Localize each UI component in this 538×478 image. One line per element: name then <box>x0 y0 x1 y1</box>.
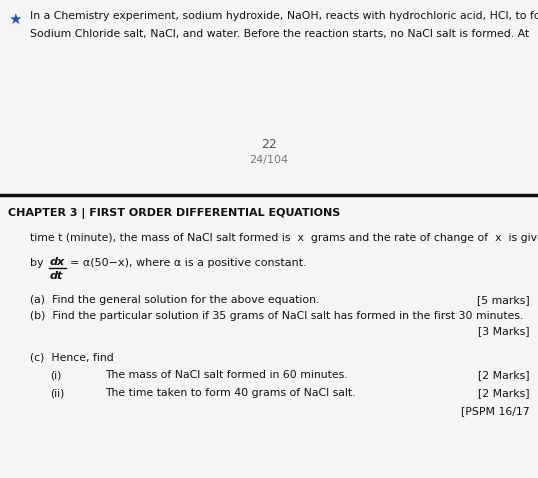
Text: (i): (i) <box>50 370 61 380</box>
Text: [5 marks]: [5 marks] <box>477 295 530 305</box>
Text: CHAPTER 3 | FIRST ORDER DIFFERENTIAL EQUATIONS: CHAPTER 3 | FIRST ORDER DIFFERENTIAL EQU… <box>8 208 340 219</box>
Text: [PSPM 16/17: [PSPM 16/17 <box>462 406 530 416</box>
Text: by: by <box>30 258 44 268</box>
Text: The mass of NaCl salt formed in 60 minutes.: The mass of NaCl salt formed in 60 minut… <box>105 370 348 380</box>
Text: ★: ★ <box>8 12 22 27</box>
Text: [2 Marks]: [2 Marks] <box>478 388 530 398</box>
Text: [3 Marks]: [3 Marks] <box>478 326 530 336</box>
Text: time t (minute), the mass of NaCl salt formed is  x  grams and the rate of chang: time t (minute), the mass of NaCl salt f… <box>30 233 538 243</box>
Text: In a Chemistry experiment, sodium hydroxide, NaOH, reacts with hydrochloric acid: In a Chemistry experiment, sodium hydrox… <box>30 11 538 21</box>
Text: dt: dt <box>50 271 63 281</box>
Text: The time taken to form 40 grams of NaCl salt.: The time taken to form 40 grams of NaCl … <box>105 388 356 398</box>
Text: [2 Marks]: [2 Marks] <box>478 370 530 380</box>
Text: (c)  Hence, find: (c) Hence, find <box>30 352 114 362</box>
Text: 22: 22 <box>261 138 277 151</box>
Text: Sodium Chloride salt, NaCl, and water. Before the reaction starts, no NaCl salt : Sodium Chloride salt, NaCl, and water. B… <box>30 29 529 39</box>
Text: (ii): (ii) <box>50 388 65 398</box>
Text: (b)  Find the particular solution if 35 grams of NaCl salt has formed in the fir: (b) Find the particular solution if 35 g… <box>30 311 523 321</box>
Text: 24/104: 24/104 <box>250 155 288 165</box>
Text: (a)  Find the general solution for the above equation.: (a) Find the general solution for the ab… <box>30 295 320 305</box>
Text: = α(50−x), where α is a positive constant.: = α(50−x), where α is a positive constan… <box>70 258 307 268</box>
Text: dx: dx <box>50 257 65 267</box>
